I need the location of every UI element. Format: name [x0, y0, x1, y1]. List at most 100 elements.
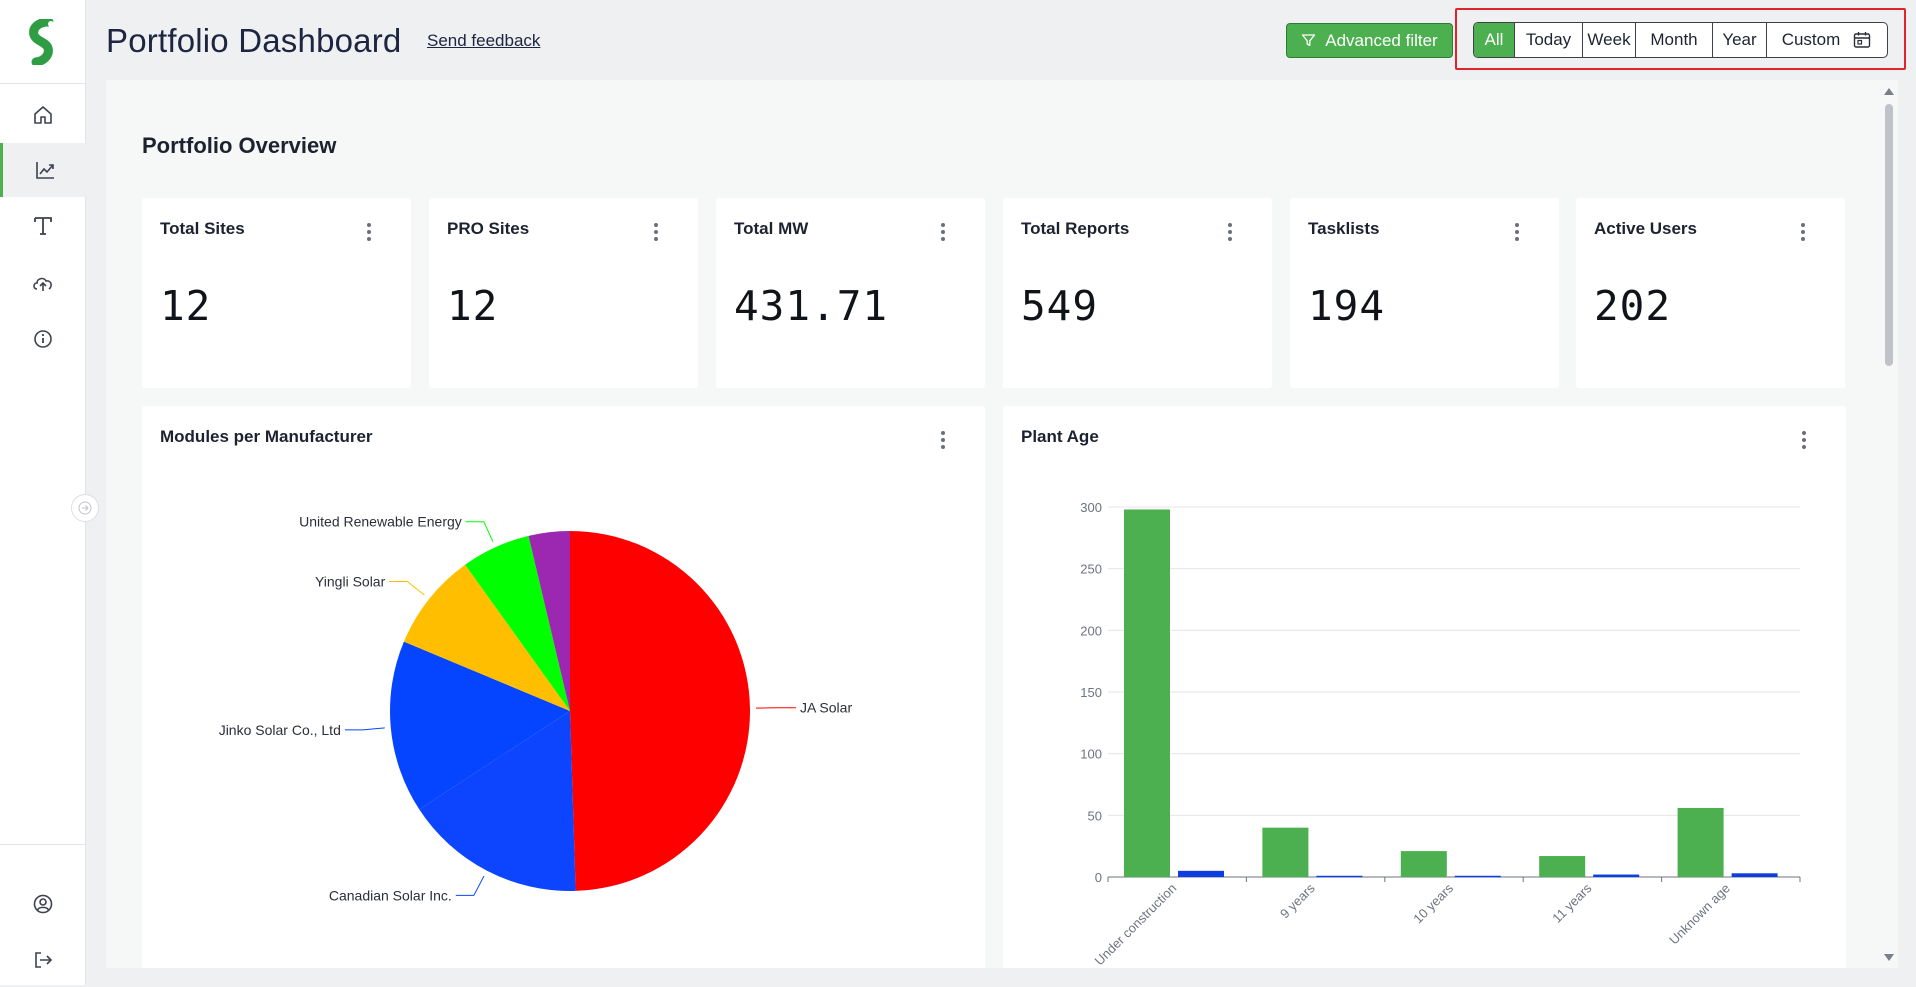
info-icon [32, 328, 54, 350]
brand-logo[interactable] [0, 0, 86, 84]
kpi-label: Tasklists [1308, 219, 1380, 239]
kpi-label: Total Reports [1021, 219, 1129, 239]
bar[interactable] [1316, 876, 1362, 878]
kpi-value: 12 [160, 282, 211, 330]
bar[interactable] [1732, 873, 1778, 877]
kpi-label: Total Sites [160, 219, 245, 239]
bar-chart: 0 50 100 150 200 250 300 Under construction 9 ye… [1003, 466, 1846, 968]
kpi-label: Total MW [734, 219, 808, 239]
kpi-label: PRO Sites [447, 219, 529, 239]
y-tick-label: 200 [1080, 623, 1102, 638]
range-custom-button[interactable]: Custom [1767, 23, 1887, 57]
pie-chart: JA Solar Canadian Solar Inc. Jinko Solar C… [142, 476, 985, 956]
bar[interactable] [1678, 808, 1724, 877]
bar[interactable] [1262, 828, 1308, 877]
dashboard-content: Portfolio Overview Total Sites 12 PRO Si… [106, 80, 1898, 968]
home-icon [32, 104, 54, 126]
card-menu-icon[interactable] [1798, 222, 1808, 242]
y-tick-label: 0 [1095, 870, 1102, 885]
chart-title: Plant Age [1021, 427, 1099, 447]
scrollbar-thumb[interactable] [1885, 104, 1893, 366]
chart-title: Modules per Manufacturer [160, 427, 373, 447]
x-tick-label: 9 years [1277, 880, 1318, 921]
sidebar-bottom [0, 844, 86, 985]
card-menu-icon[interactable] [1225, 222, 1235, 242]
pie-label: JA Solar [800, 700, 852, 716]
vertical-scrollbar[interactable] [1880, 80, 1898, 968]
sidebar-item-upload[interactable] [0, 256, 86, 310]
pie-label: Yingli Solar [315, 573, 386, 589]
sidebar-item-logout[interactable] [0, 933, 86, 987]
kpi-card-total-mw: Total MW 431.71 [716, 198, 985, 388]
top-bar: Portfolio Dashboard Send feedback Advanc… [86, 0, 1916, 80]
card-menu-icon[interactable] [938, 222, 948, 242]
brand-s-logo-icon [26, 19, 60, 65]
kpi-value: 194 [1308, 282, 1385, 330]
send-feedback-link[interactable]: Send feedback [427, 31, 540, 51]
bar[interactable] [1401, 851, 1447, 877]
arrow-right-icon [78, 501, 92, 515]
advanced-filter-button[interactable]: Advanced filter [1286, 23, 1453, 58]
card-menu-icon[interactable] [651, 222, 661, 242]
pie-slice[interactable] [570, 531, 750, 891]
card-menu-icon[interactable] [1799, 430, 1809, 450]
kpi-label: Active Users [1594, 219, 1697, 239]
text-tool-icon [32, 215, 54, 237]
sidebar-item-profile[interactable] [0, 877, 86, 931]
logout-icon [32, 949, 54, 971]
sidebar [0, 0, 86, 985]
range-week-button[interactable]: Week [1583, 23, 1636, 57]
kpi-value: 549 [1021, 282, 1098, 330]
sidebar-item-info[interactable] [0, 312, 86, 366]
filter-icon [1301, 33, 1316, 48]
kpi-card-total-reports: Total Reports 549 [1003, 198, 1272, 388]
sidebar-item-text[interactable] [0, 199, 86, 253]
bar[interactable] [1455, 876, 1501, 878]
range-today-button[interactable]: Today [1515, 23, 1583, 57]
calendar-icon [1852, 30, 1872, 50]
card-menu-icon[interactable] [364, 222, 374, 242]
user-circle-icon [32, 893, 54, 915]
scroll-down-arrow-icon[interactable] [1884, 954, 1894, 961]
bar[interactable] [1593, 875, 1639, 877]
x-tick-label: 10 years [1410, 880, 1456, 926]
y-tick-label: 100 [1080, 747, 1102, 762]
sidebar-item-home[interactable] [0, 88, 86, 142]
card-menu-icon[interactable] [938, 430, 948, 450]
bar[interactable] [1539, 856, 1585, 877]
kpi-value: 202 [1594, 282, 1671, 330]
y-tick-label: 250 [1080, 562, 1102, 577]
bar[interactable] [1124, 509, 1170, 877]
pie-label: Jinko Solar Co., Ltd [219, 722, 341, 738]
pie-label: Canadian Solar Inc. [329, 887, 452, 903]
y-tick-label: 150 [1080, 685, 1102, 700]
plant-age-card: Plant Age 0 50 100 150 200 250 300 Under constr… [1003, 406, 1846, 968]
card-menu-icon[interactable] [1512, 222, 1522, 242]
x-tick-label: 11 years [1549, 880, 1595, 926]
kpi-value: 12 [447, 282, 498, 330]
range-year-button[interactable]: Year [1713, 23, 1767, 57]
y-tick-label: 50 [1088, 808, 1102, 823]
scroll-up-arrow-icon[interactable] [1884, 88, 1894, 95]
y-tick-label: 300 [1080, 500, 1102, 515]
bar[interactable] [1178, 871, 1224, 877]
x-tick-label: Unknown age [1666, 881, 1733, 948]
date-range-selector: All Today Week Month Year Custom [1473, 22, 1888, 58]
cloud-upload-icon [31, 272, 55, 294]
pie-label-line [466, 522, 493, 542]
x-tick-label: Under construction [1092, 881, 1180, 968]
pie-label: United Renewable Energy [299, 514, 462, 530]
range-custom-label: Custom [1782, 30, 1841, 50]
page-title: Portfolio Dashboard [106, 22, 401, 60]
kpi-card-total-sites: Total Sites 12 [142, 198, 411, 388]
range-all-button[interactable]: All [1474, 23, 1515, 57]
sidebar-item-analytics[interactable] [0, 143, 86, 197]
section-title: Portfolio Overview [142, 133, 336, 159]
kpi-card-active-users: Active Users 202 [1576, 198, 1845, 388]
kpi-value: 431.71 [734, 282, 888, 330]
range-month-button[interactable]: Month [1636, 23, 1713, 57]
pie-label-line [456, 876, 484, 896]
analytics-chart-icon [34, 159, 56, 181]
sidebar-collapse-button[interactable] [71, 494, 99, 522]
pie-label-line [345, 728, 385, 730]
